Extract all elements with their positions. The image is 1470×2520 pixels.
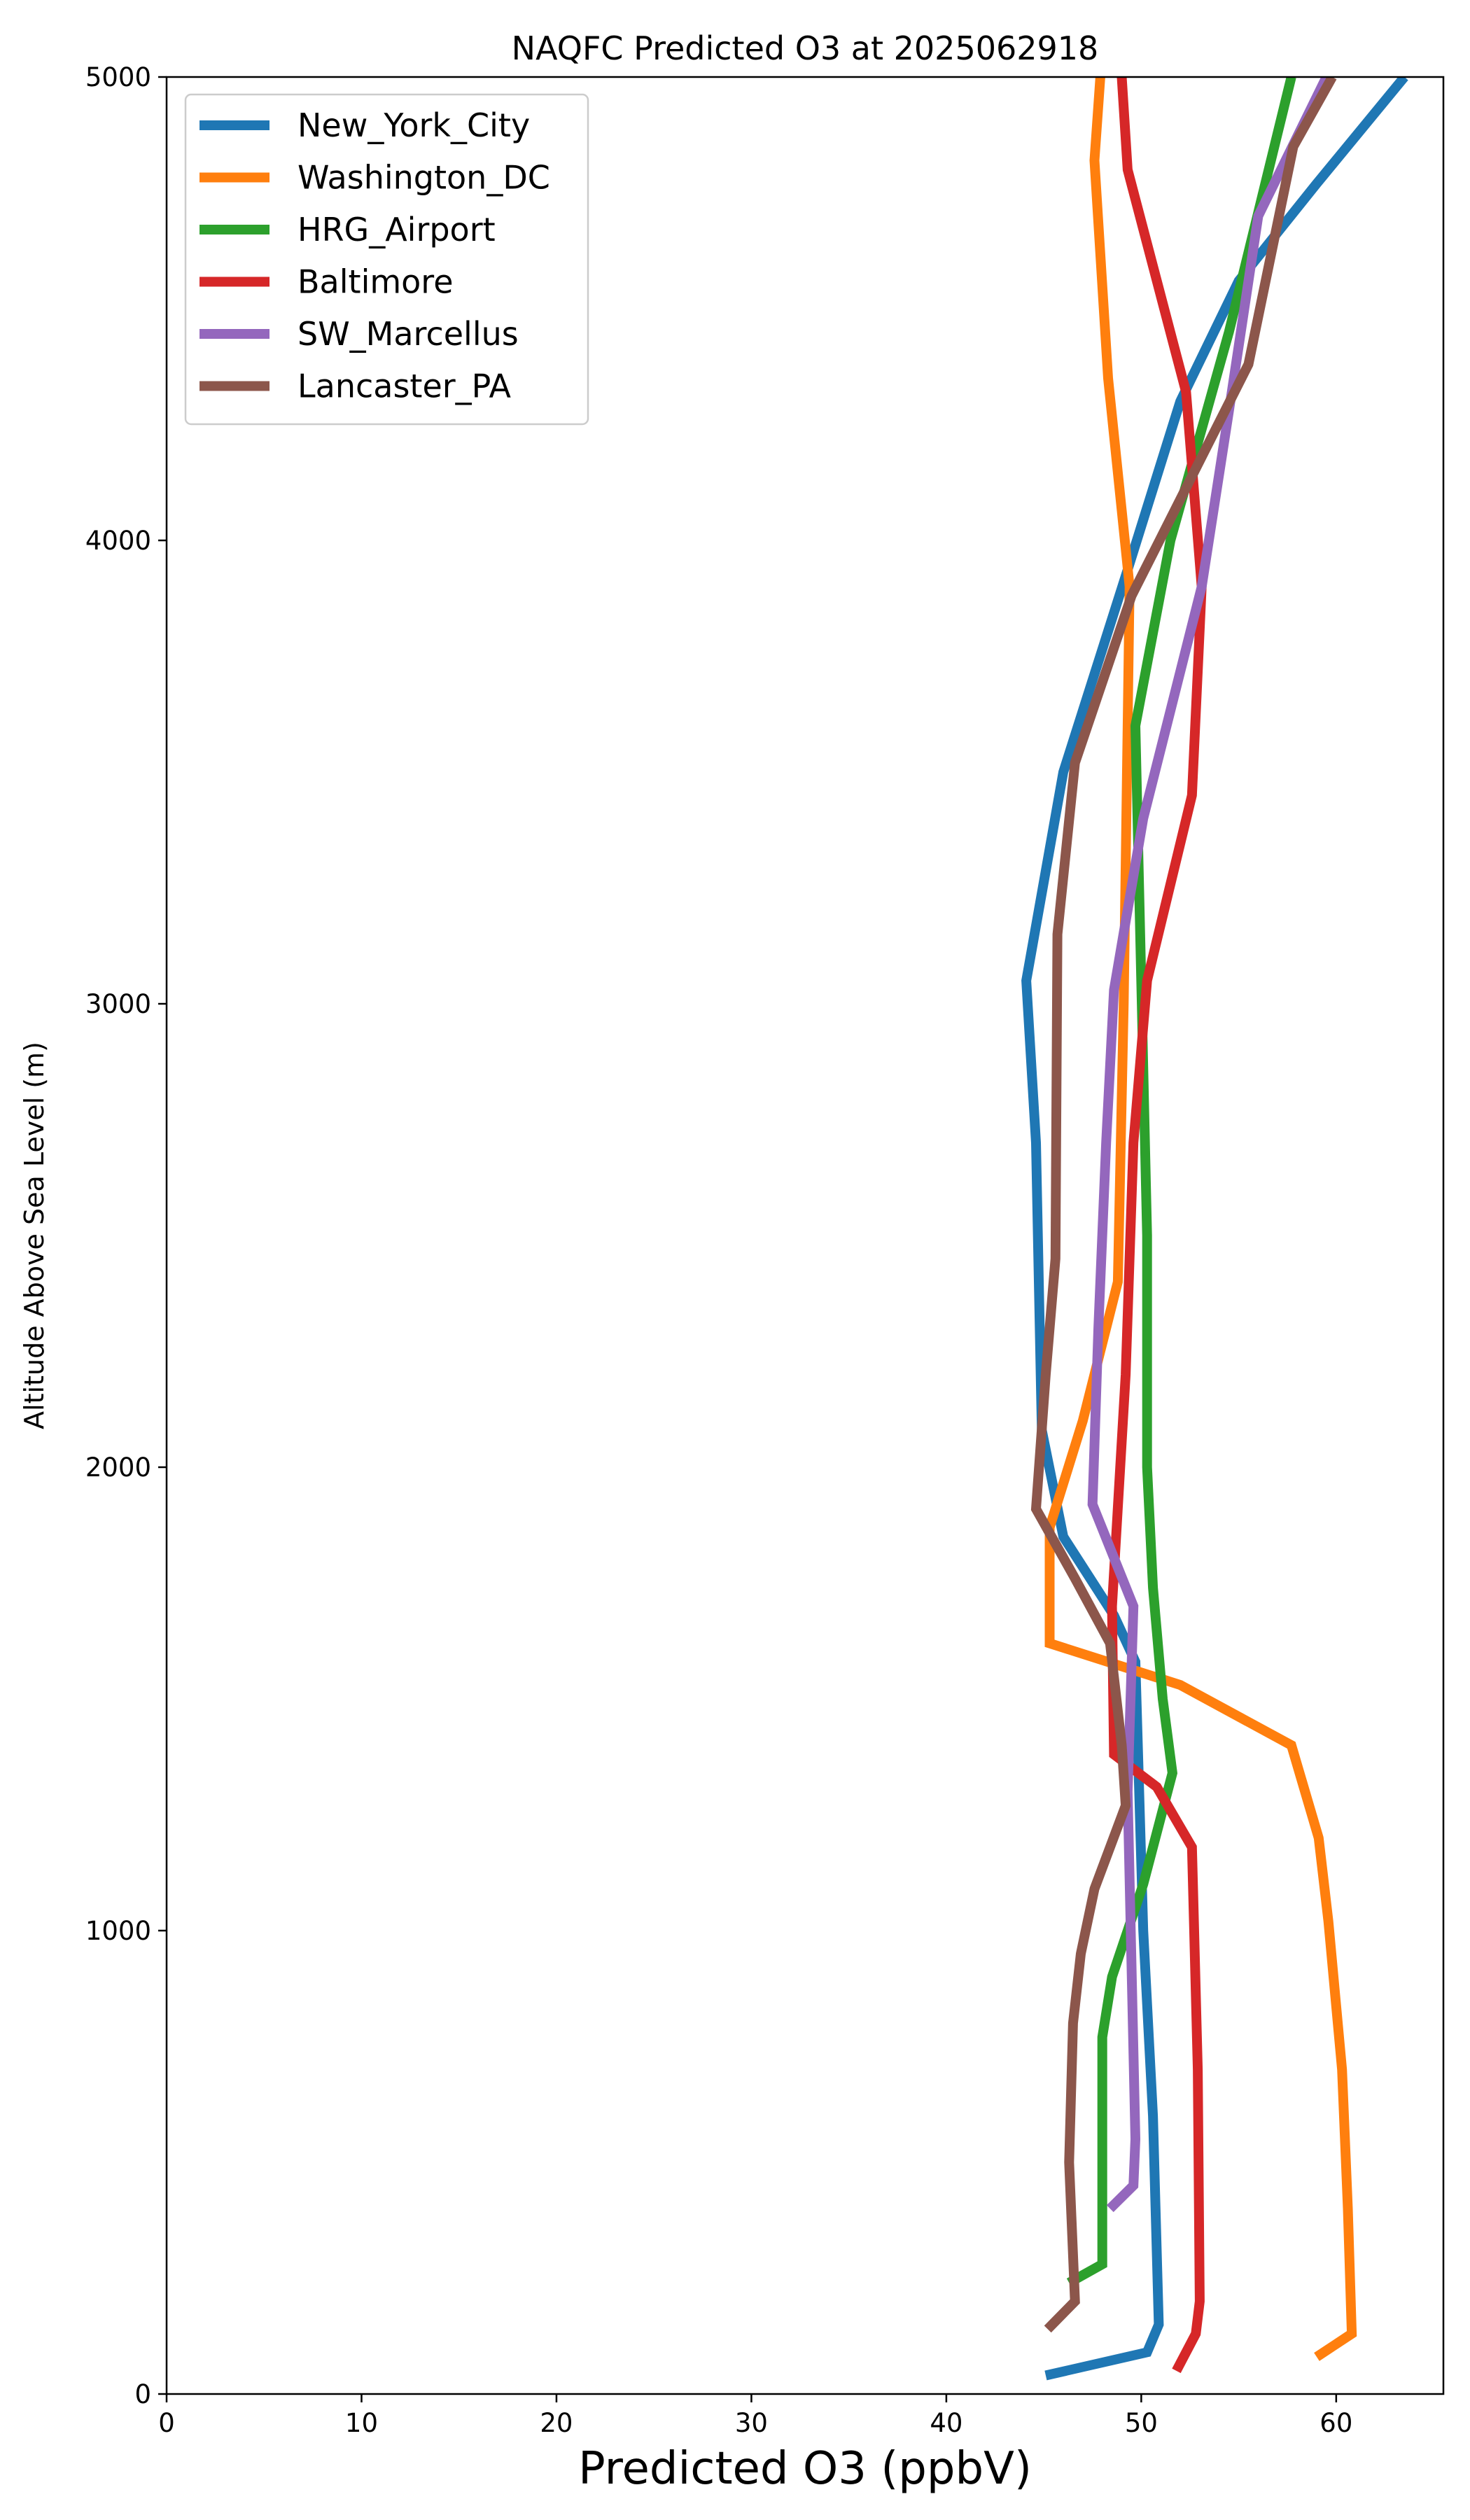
legend-label: New_York_City — [298, 106, 530, 144]
series-line-hrg-airport — [1066, 77, 1296, 2288]
legend: New_York_City Washington_DC HRG_Airport Bal… — [184, 93, 589, 426]
y-axis-label: Altitude Above Sea Level (m) — [19, 1042, 50, 1429]
legend-label: Baltimore — [298, 263, 454, 301]
legend-label: HRG_Airport — [298, 211, 496, 248]
y-tick-label: 5000 — [85, 62, 151, 92]
series-line-washington-dc — [1044, 77, 1357, 2361]
x-tick-label: 60 — [1320, 2408, 1352, 2438]
y-tick-label: 1000 — [85, 1916, 151, 1946]
x-tick-label: 40 — [930, 2408, 962, 2438]
chart-title: NAQFC Predicted O3 at 2025062918 — [512, 29, 1099, 67]
x-axis-label: Predicted O3 (ppbV) — [578, 2443, 1032, 2495]
x-tick-label: 20 — [540, 2408, 573, 2438]
y-tick-label: 0 — [134, 2379, 151, 2409]
y-tick-label: 3000 — [85, 989, 151, 1019]
y-tick-label: 4000 — [85, 526, 151, 556]
series-line-lancaster-pa — [1030, 77, 1337, 2333]
x-tick-label: 50 — [1125, 2408, 1158, 2438]
series-line-sw-marcellus — [1087, 77, 1331, 2213]
x-axis-ticks: 0 10 20 30 40 50 60 — [158, 2394, 1352, 2438]
x-tick-label: 10 — [345, 2408, 378, 2438]
x-tick-label: 0 — [158, 2408, 175, 2438]
series-lines — [1021, 77, 1408, 2381]
legend-box — [184, 93, 589, 426]
legend-label: SW_Marcellus — [298, 315, 519, 353]
x-tick-label: 30 — [735, 2408, 768, 2438]
y-tick-label: 2000 — [85, 1452, 151, 1483]
legend-label: Washington_DC — [298, 159, 550, 197]
y-axis-ticks: 0 1000 2000 3000 4000 5000 — [85, 62, 167, 2409]
plot-frame — [165, 76, 1445, 2395]
legend-label: Lancaster_PA — [298, 368, 511, 405]
series-line-baltimore — [1107, 77, 1207, 2374]
